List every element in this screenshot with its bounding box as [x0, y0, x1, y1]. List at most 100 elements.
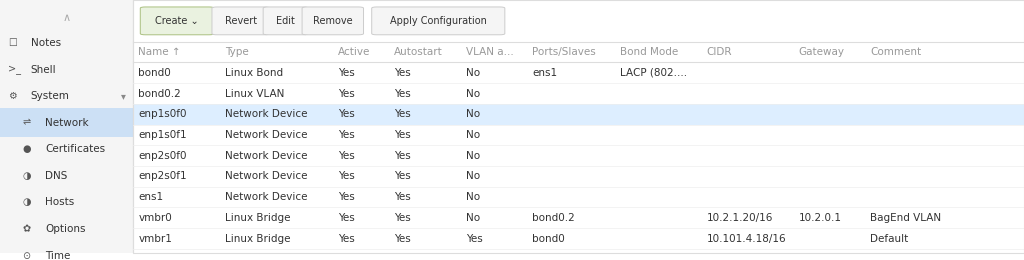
FancyBboxPatch shape — [133, 187, 1024, 207]
Text: Yes: Yes — [338, 233, 354, 244]
FancyBboxPatch shape — [212, 7, 269, 35]
Text: ⇌: ⇌ — [23, 118, 31, 128]
FancyBboxPatch shape — [133, 145, 1024, 166]
Text: Linux Bridge: Linux Bridge — [225, 213, 291, 223]
FancyBboxPatch shape — [133, 0, 1024, 42]
Text: ens1: ens1 — [532, 68, 558, 78]
Text: Apply Configuration: Apply Configuration — [390, 16, 486, 26]
Text: Yes: Yes — [394, 109, 411, 119]
Text: Yes: Yes — [394, 151, 411, 161]
FancyBboxPatch shape — [0, 108, 133, 136]
Text: Shell: Shell — [31, 64, 56, 75]
FancyBboxPatch shape — [133, 104, 1024, 125]
Text: Yes: Yes — [466, 233, 482, 244]
Text: Active: Active — [338, 47, 371, 57]
Text: bond0: bond0 — [532, 233, 565, 244]
Text: Yes: Yes — [394, 213, 411, 223]
Text: Hosts: Hosts — [45, 197, 75, 207]
Text: 10.2.0.1: 10.2.0.1 — [799, 213, 842, 223]
Text: Network Device: Network Device — [225, 130, 308, 140]
Text: bond0: bond0 — [138, 68, 171, 78]
Text: Gateway: Gateway — [799, 47, 845, 57]
FancyBboxPatch shape — [133, 62, 1024, 83]
Text: Yes: Yes — [394, 171, 411, 181]
Text: Yes: Yes — [338, 192, 354, 202]
Text: DNS: DNS — [45, 171, 68, 181]
Text: Yes: Yes — [394, 233, 411, 244]
Text: ⚙: ⚙ — [8, 91, 17, 101]
Text: Linux Bond: Linux Bond — [225, 68, 284, 78]
FancyBboxPatch shape — [133, 83, 1024, 104]
FancyBboxPatch shape — [263, 7, 308, 35]
Text: Yes: Yes — [394, 88, 411, 99]
Text: Yes: Yes — [338, 151, 354, 161]
Text: ⊙: ⊙ — [23, 251, 31, 260]
Text: No: No — [466, 68, 480, 78]
Text: Network Device: Network Device — [225, 171, 308, 181]
Text: Bond Mode: Bond Mode — [620, 47, 678, 57]
Text: Yes: Yes — [338, 213, 354, 223]
Text: Options: Options — [45, 224, 86, 234]
Text: Yes: Yes — [338, 109, 354, 119]
Text: Type: Type — [225, 47, 249, 57]
Text: VLAN a...: VLAN a... — [466, 47, 514, 57]
Text: Name ↑: Name ↑ — [138, 47, 181, 57]
Text: System: System — [31, 91, 70, 101]
Text: No: No — [466, 192, 480, 202]
Text: Yes: Yes — [338, 88, 354, 99]
Text: enp1s0f0: enp1s0f0 — [138, 109, 186, 119]
Text: Create ⌄: Create ⌄ — [156, 16, 199, 26]
Text: No: No — [466, 109, 480, 119]
Text: enp1s0f1: enp1s0f1 — [138, 130, 186, 140]
Text: ◑: ◑ — [23, 171, 31, 181]
Text: Notes: Notes — [31, 38, 60, 48]
Text: bond0.2: bond0.2 — [532, 213, 575, 223]
Text: >_: >_ — [8, 64, 22, 75]
Text: Yes: Yes — [338, 68, 354, 78]
Text: 10.2.1.20/16: 10.2.1.20/16 — [707, 213, 773, 223]
Text: Autostart: Autostart — [394, 47, 443, 57]
Text: No: No — [466, 151, 480, 161]
FancyBboxPatch shape — [302, 7, 364, 35]
Text: ens1: ens1 — [138, 192, 164, 202]
Text: Yes: Yes — [394, 68, 411, 78]
Text: vmbr0: vmbr0 — [138, 213, 172, 223]
Text: Network: Network — [45, 118, 89, 128]
FancyBboxPatch shape — [0, 0, 133, 253]
Text: No: No — [466, 171, 480, 181]
Text: Network Device: Network Device — [225, 151, 308, 161]
Text: Yes: Yes — [338, 130, 354, 140]
Text: No: No — [466, 130, 480, 140]
FancyBboxPatch shape — [133, 228, 1024, 249]
Text: Network Device: Network Device — [225, 109, 308, 119]
Text: Yes: Yes — [338, 171, 354, 181]
Text: Yes: Yes — [394, 130, 411, 140]
Text: No: No — [466, 88, 480, 99]
Text: vmbr1: vmbr1 — [138, 233, 172, 244]
Text: Remove: Remove — [313, 16, 352, 26]
Text: CIDR: CIDR — [707, 47, 732, 57]
Text: Certificates: Certificates — [45, 144, 105, 154]
Text: No: No — [466, 213, 480, 223]
Text: ●: ● — [23, 144, 31, 154]
Text: Default: Default — [870, 233, 908, 244]
Text: ✿: ✿ — [23, 224, 31, 234]
Text: bond0.2: bond0.2 — [138, 88, 181, 99]
Text: BagEnd VLAN: BagEnd VLAN — [870, 213, 941, 223]
Text: enp2s0f1: enp2s0f1 — [138, 171, 186, 181]
Text: Linux VLAN: Linux VLAN — [225, 88, 285, 99]
Text: 10.101.4.18/16: 10.101.4.18/16 — [707, 233, 786, 244]
FancyBboxPatch shape — [133, 166, 1024, 187]
Text: Comment: Comment — [870, 47, 922, 57]
Text: Linux Bridge: Linux Bridge — [225, 233, 291, 244]
FancyBboxPatch shape — [133, 125, 1024, 145]
FancyBboxPatch shape — [140, 7, 214, 35]
Text: Yes: Yes — [394, 192, 411, 202]
FancyBboxPatch shape — [133, 207, 1024, 228]
Text: Time: Time — [45, 251, 71, 260]
Text: ∧: ∧ — [62, 13, 71, 23]
FancyBboxPatch shape — [372, 7, 505, 35]
Text: LACP (802....: LACP (802.... — [620, 68, 687, 78]
Text: Revert: Revert — [224, 16, 257, 26]
Text: ▾: ▾ — [121, 91, 126, 101]
